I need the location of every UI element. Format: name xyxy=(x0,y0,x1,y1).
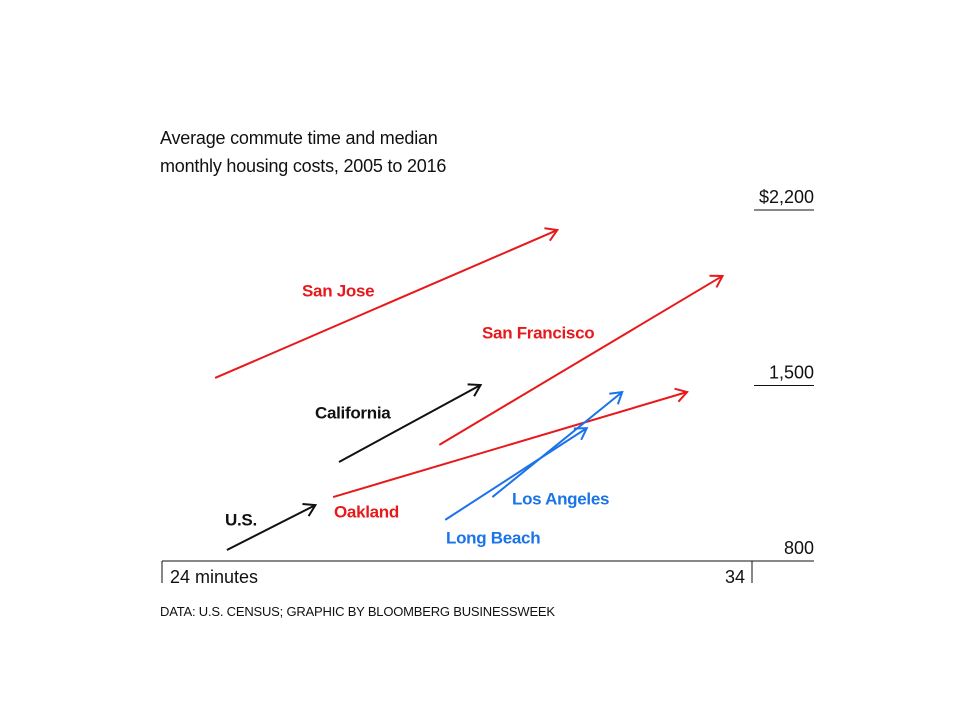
arrowhead xyxy=(467,383,483,397)
arrow-line xyxy=(214,229,558,379)
x-tick-label: 34 xyxy=(725,567,745,587)
arrow-line xyxy=(491,391,623,498)
series-label: Long Beach xyxy=(446,528,540,547)
arrow-line xyxy=(438,275,724,446)
arrow-line xyxy=(332,391,688,499)
arrowhead xyxy=(709,274,725,288)
series-label: Los Angeles xyxy=(512,489,609,508)
arrowhead xyxy=(674,387,689,403)
series-label: Oakland xyxy=(334,502,399,521)
y-tick-label: 800 xyxy=(784,538,814,558)
x-tick-label: 24 minutes xyxy=(170,567,258,587)
arrowhead xyxy=(609,390,624,405)
y-tick-label: $2,200 xyxy=(759,187,814,207)
y-tick-label: 1,500 xyxy=(769,362,814,382)
arrowhead xyxy=(302,503,318,517)
chart-title: Average commute time and median monthly … xyxy=(160,128,447,176)
arrowhead xyxy=(573,427,589,441)
series-label: San Francisco xyxy=(482,323,594,342)
arrowhead xyxy=(544,227,560,242)
series-label: U.S. xyxy=(225,510,257,529)
arrow-line xyxy=(444,427,588,521)
series-label: San Jose xyxy=(302,281,374,300)
arrow-line xyxy=(226,504,316,551)
source-note: DATA: U.S. CENSUS; GRAPHIC BY BLOOMBERG … xyxy=(160,604,555,619)
arrow-line xyxy=(338,384,482,463)
series-label: California xyxy=(315,403,391,422)
